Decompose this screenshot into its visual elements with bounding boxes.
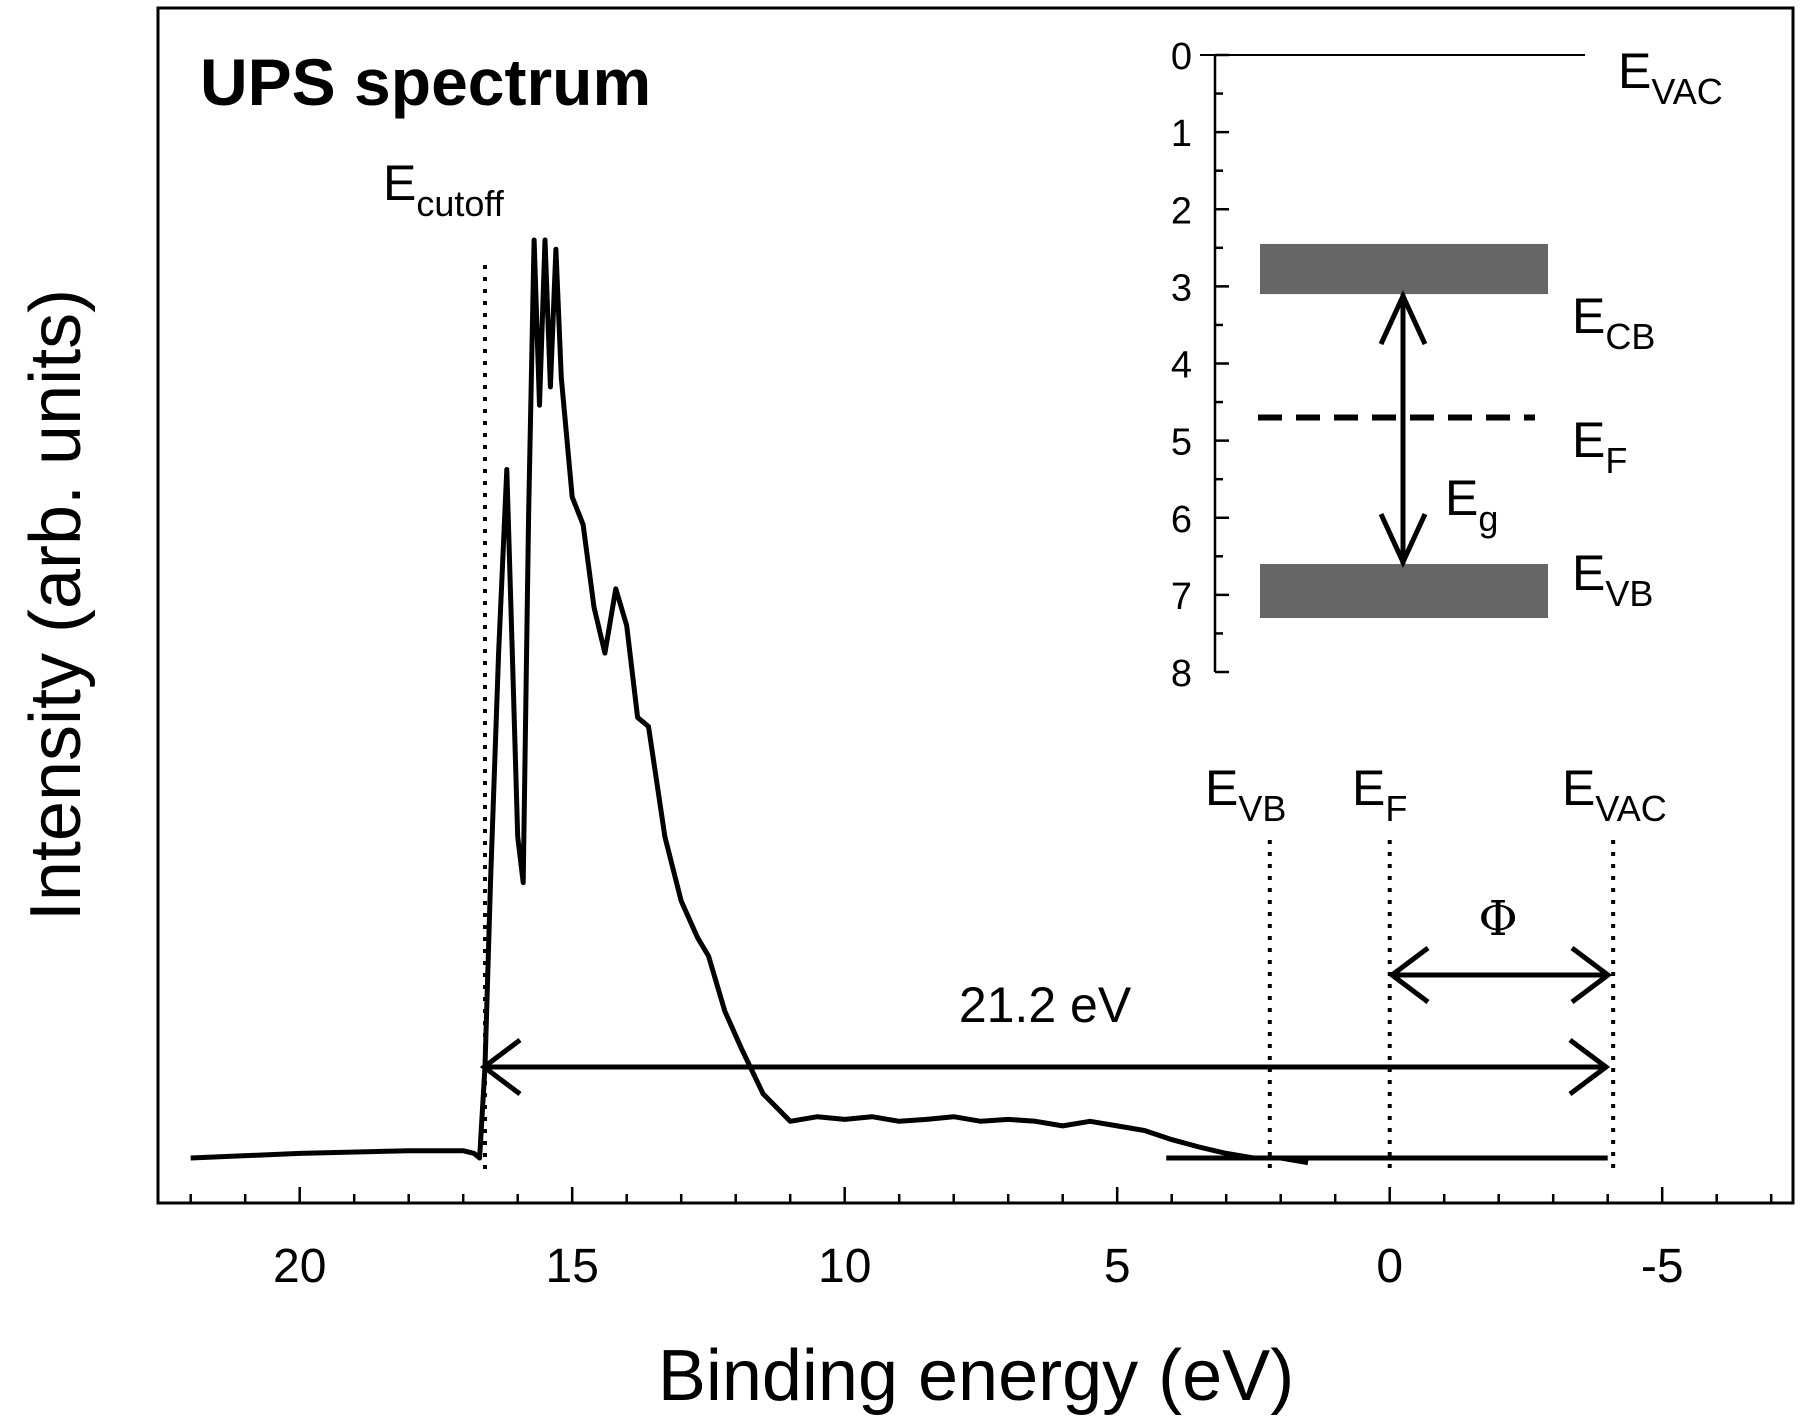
x-tick-label: 5 xyxy=(1104,1240,1131,1293)
inset-tick-labels: 0 1 2 3 4 5 6 7 8 xyxy=(1171,36,1192,695)
cutoff-label: Ecutoff xyxy=(383,155,505,224)
inset-tick-label: 6 xyxy=(1171,499,1192,541)
inset-evac-label: EVAC xyxy=(1618,43,1723,112)
inset-tick-label: 8 xyxy=(1171,653,1192,695)
phi-label: Φ xyxy=(1478,891,1517,947)
inset-tick-label: 4 xyxy=(1171,345,1192,387)
evb-label: EVB xyxy=(1205,760,1286,829)
x-tick-label: 0 xyxy=(1376,1240,1403,1293)
inset-ef-label: EF xyxy=(1572,412,1627,481)
evac-label: EVAC xyxy=(1562,760,1667,829)
inset-gap-arrow xyxy=(1378,290,1428,569)
inset-tick-label: 3 xyxy=(1171,267,1192,309)
inset-ticks xyxy=(1215,53,1229,674)
plot-frame xyxy=(156,6,1795,1205)
y-axis-label: Intensity (arb. units) xyxy=(16,289,96,921)
ef-label: EF xyxy=(1352,760,1407,829)
inset-evb-label: EVB xyxy=(1572,545,1653,614)
x-tick-label: -5 xyxy=(1641,1240,1684,1293)
x-axis-tick-labels: 20 15 10 5 0 -5 xyxy=(273,1240,1684,1293)
inset-ecb-label: ECB xyxy=(1572,288,1655,357)
inset-valence-band xyxy=(1260,564,1548,619)
chart-title: UPS spectrum xyxy=(200,45,651,119)
inset-tick-label: 7 xyxy=(1171,576,1192,618)
inset-tick-label: 5 xyxy=(1171,422,1192,464)
inset-tick-label: 0 xyxy=(1171,36,1192,78)
x-axis-ticks xyxy=(189,1187,1773,1203)
energy-markers xyxy=(483,265,1616,1175)
span-label: 21.2 eV xyxy=(959,977,1132,1033)
spectrum-line xyxy=(190,237,1309,1166)
span-arrow xyxy=(479,1038,1611,1096)
x-tick-label: 10 xyxy=(818,1240,871,1293)
inset-tick-label: 1 xyxy=(1171,113,1192,155)
inset-conduction-band xyxy=(1260,243,1548,295)
x-tick-label: 15 xyxy=(546,1240,599,1293)
inset-energy-diagram: 0 1 2 3 4 5 6 7 8 EVAC ECB EF EVB Eg xyxy=(1171,36,1723,695)
x-tick-label: 20 xyxy=(273,1240,326,1293)
phi-arrow xyxy=(1387,946,1613,1004)
inset-eg-label: Eg xyxy=(1445,470,1498,539)
x-axis-label: Binding energy (eV) xyxy=(658,1336,1294,1416)
inset-tick-label: 2 xyxy=(1171,190,1192,232)
